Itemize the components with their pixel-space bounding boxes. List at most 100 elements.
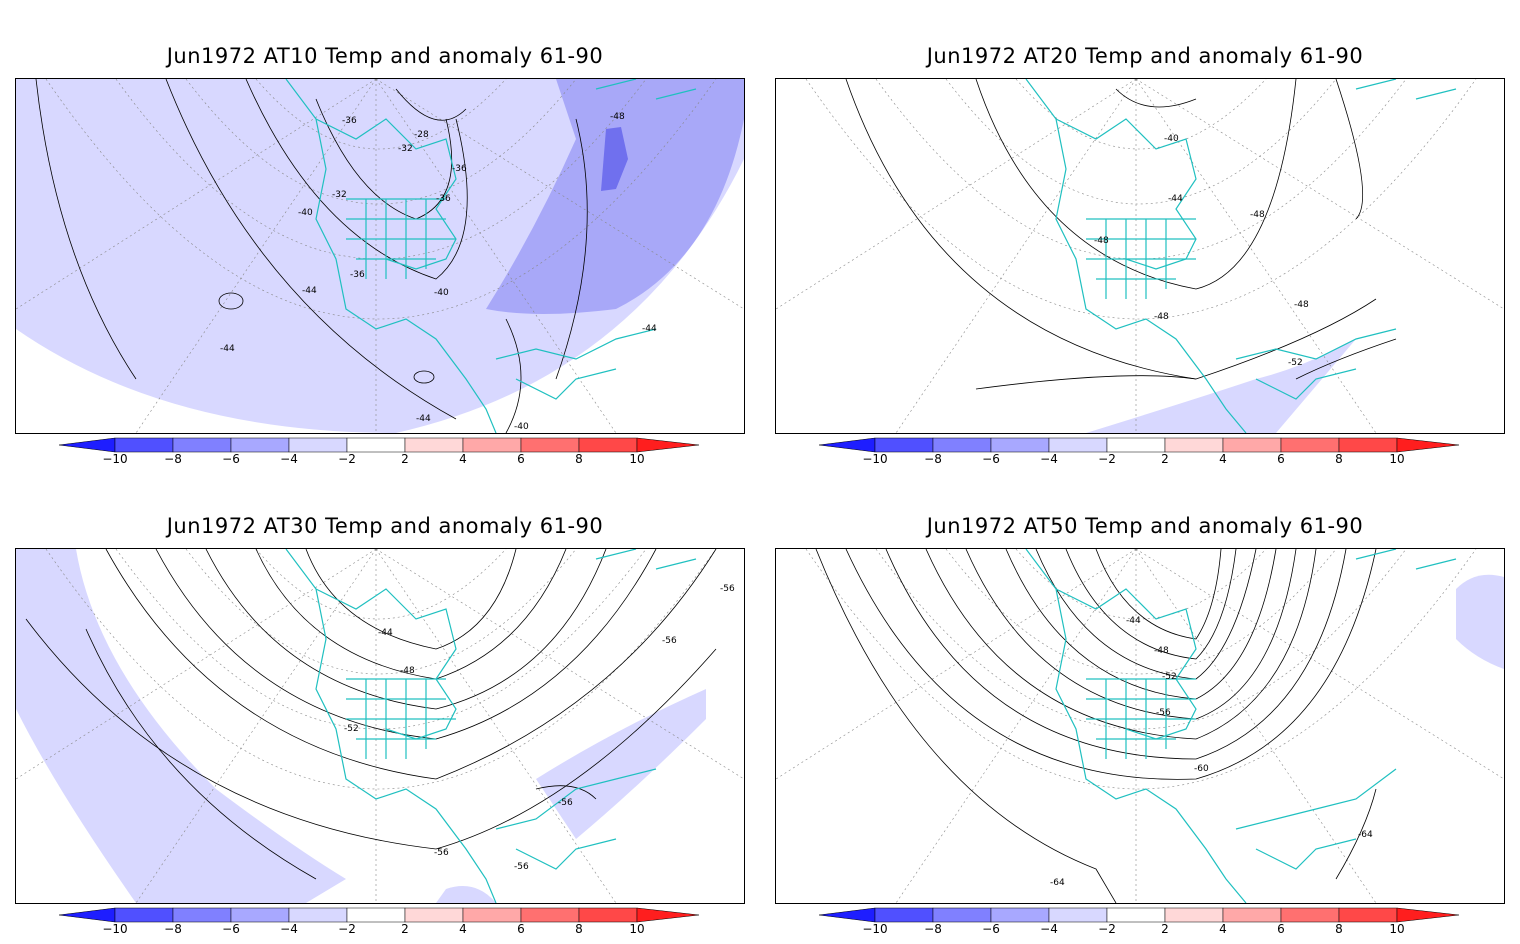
contour-label: -48 <box>1094 236 1109 246</box>
colorbar-tick-label: −8 <box>924 922 942 936</box>
contour-label: -56 <box>434 848 449 858</box>
colorbar-segment <box>462 907 522 923</box>
colorbar-tick-label: −6 <box>222 452 240 466</box>
colorbar-tick-label: −4 <box>1040 922 1058 936</box>
colorbar-tick-label: 4 <box>459 922 467 936</box>
colorbar-segment <box>1280 437 1340 453</box>
temperature-contours <box>815 549 1377 903</box>
contour-labels: -40 -44 -48 -48 -48 -48 -52 <box>1094 134 1309 368</box>
colorbar-segment <box>818 907 876 923</box>
colorbar-svg <box>818 907 1460 923</box>
colorbar-segment <box>874 437 934 453</box>
anomaly-shading-light <box>1086 339 1356 433</box>
colorbar-segment <box>520 907 580 923</box>
colorbar-tick-label: 2 <box>401 452 409 466</box>
panel-title: Jun1972 AT30 Temp and anomaly 61-90 <box>166 514 604 538</box>
map-panel-at30: Jun1972 AT30 Temp and anomaly 61-90 <box>15 514 755 944</box>
colorbar-tick-label: −4 <box>280 452 298 466</box>
contour-label: -52 <box>1162 672 1177 682</box>
colorbar-tick-label: 6 <box>1277 452 1285 466</box>
colorbar-tick-label: −10 <box>862 452 888 466</box>
contour-label: -56 <box>720 584 735 594</box>
colorbar-segment <box>1338 907 1398 923</box>
contour-label: -56 <box>662 636 677 646</box>
outside-domain <box>16 329 396 433</box>
colorbar-segment <box>230 907 290 923</box>
panel-title: Jun1972 AT50 Temp and anomaly 61-90 <box>926 514 1364 538</box>
colorbar-tick-label: −8 <box>164 452 182 466</box>
map-canvas: -44 -48 -52 -56 -56 -56 -56 -56 <box>16 549 744 903</box>
contour-label: -44 <box>220 344 235 354</box>
colorbar-tick-label: 2 <box>401 922 409 936</box>
contour-label: -48 <box>610 112 625 122</box>
map-frame: -44 -48 -52 -56 -56 -56 -56 -56 <box>15 548 745 904</box>
coastline <box>285 549 697 903</box>
colorbar-segment <box>990 437 1050 453</box>
contour-label: -48 <box>1154 646 1169 656</box>
colorbar-segment <box>578 907 638 923</box>
contour-label: -52 <box>1288 358 1303 368</box>
contour-label: -40 <box>434 288 449 298</box>
colorbar-segment <box>578 437 638 453</box>
contour-label: -48 <box>1154 312 1169 322</box>
colorbar-tick-label: 4 <box>1219 922 1227 936</box>
colorbar-tick-label: 8 <box>1335 922 1343 936</box>
colorbar-tick-label: −2 <box>338 922 356 936</box>
coastline <box>1025 549 1457 903</box>
colorbar-tick-label: −2 <box>338 452 356 466</box>
colorbar-tick-label: −6 <box>982 452 1000 466</box>
contour-label: -36 <box>342 116 357 126</box>
map-canvas: -40 -44 -48 -48 -48 -48 -52 <box>776 79 1504 433</box>
panel-title: Jun1972 AT10 Temp and anomaly 61-90 <box>166 44 604 68</box>
colorbar-segment <box>1280 907 1340 923</box>
colorbar-tick-label: 10 <box>629 452 645 466</box>
colorbar-tick-label: −10 <box>102 922 128 936</box>
anomaly-shading-dark <box>601 127 628 191</box>
colorbar-segment <box>172 437 232 453</box>
colorbar-segment <box>288 437 348 453</box>
colorbar-svg <box>58 907 700 923</box>
colorbar-segment <box>346 437 406 453</box>
colorbar-tick-label: 4 <box>1219 452 1227 466</box>
colorbar-tick-label: −6 <box>982 922 1000 936</box>
colorbar-segment <box>404 437 464 453</box>
colorbar-tick-label: −10 <box>862 922 888 936</box>
map-canvas: -28 -32 -32 -36 -36 -36 -40 -40 -40 -44 … <box>16 79 744 433</box>
colorbar: −10 −8 −6 −4 −2 2 4 6 8 10 <box>818 436 1460 472</box>
contour-labels: -28 -32 -32 -36 -36 -36 -40 -40 -40 -44 … <box>220 112 657 432</box>
map-frame: -28 -32 -32 -36 -36 -36 -40 -40 -40 -44 … <box>15 78 745 434</box>
map-canvas: -44 -48 -52 -56 -60 -64 -64 <box>776 549 1504 903</box>
colorbar-tick-label: 10 <box>1389 452 1405 466</box>
colorbar-tick-label: −4 <box>280 922 298 936</box>
contour-label: -44 <box>642 324 657 334</box>
contour-label: -44 <box>416 414 431 424</box>
contour-label: -36 <box>452 164 467 174</box>
colorbar-segment <box>1164 437 1224 453</box>
colorbar-segment <box>636 907 700 923</box>
colorbar-segment <box>288 907 348 923</box>
colorbar-tick-label: 6 <box>517 452 525 466</box>
contour-label: -48 <box>1250 210 1265 220</box>
anomaly-shading-right <box>536 689 706 839</box>
colorbar-svg <box>58 437 700 453</box>
contour-label: -44 <box>378 628 393 638</box>
colorbar-tick-label: 6 <box>517 922 525 936</box>
colorbar-segment <box>1048 907 1108 923</box>
contour-label: -56 <box>558 798 573 808</box>
colorbar-segment <box>520 437 580 453</box>
colorbar: −10 −8 −6 −4 −2 2 4 6 8 10 <box>58 436 700 472</box>
contour-label: -48 <box>1294 300 1309 310</box>
colorbar-segment <box>990 907 1050 923</box>
contour-label: -40 <box>514 422 529 432</box>
colorbar-tick-label: −2 <box>1098 922 1116 936</box>
colorbar-segment <box>114 437 174 453</box>
colorbar-segment <box>1396 907 1460 923</box>
colorbar-segment <box>636 437 700 453</box>
contour-label: -52 <box>344 724 359 734</box>
anomaly-shading-light <box>16 549 346 903</box>
colorbar-segment <box>346 907 406 923</box>
coastline <box>285 79 697 433</box>
map-frame: -40 -44 -48 -48 -48 -48 -52 <box>775 78 1505 434</box>
colorbar-tick-label: 8 <box>575 922 583 936</box>
colorbar-tick-label: 8 <box>575 452 583 466</box>
